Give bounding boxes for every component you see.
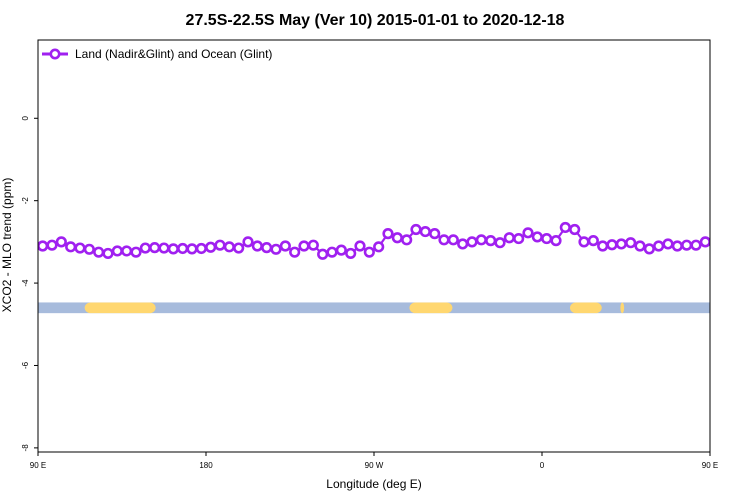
- data-point: [643, 243, 655, 255]
- x-axis-label: Longitude (deg E): [326, 477, 421, 491]
- data-point: [214, 239, 226, 251]
- data-point: [46, 239, 58, 251]
- ocean-strip: [38, 302, 710, 314]
- data-point: [438, 234, 450, 246]
- data-point: [597, 240, 609, 252]
- data-point: [354, 240, 366, 252]
- data-point: [373, 241, 385, 253]
- data-point: [167, 243, 179, 255]
- data-point: [634, 240, 646, 252]
- plot-content: [38, 221, 710, 314]
- data-point: [690, 239, 702, 251]
- land-segment-2: [570, 302, 602, 314]
- data-point: [363, 246, 375, 258]
- data-point: [223, 241, 235, 253]
- data-point: [550, 235, 562, 247]
- data-point: [447, 234, 459, 246]
- x-tick-label: 90 W: [365, 461, 384, 470]
- data-point: [401, 234, 413, 246]
- x-tick-label: 90 E: [702, 461, 718, 470]
- land-segment-1: [409, 302, 453, 314]
- data-point: [317, 248, 329, 260]
- data-point: [382, 228, 394, 240]
- data-point: [205, 241, 217, 253]
- data-point: [662, 238, 674, 250]
- data-point: [699, 236, 710, 248]
- data-point: [261, 242, 273, 254]
- data-point: [149, 242, 161, 254]
- data-point: [569, 223, 581, 236]
- data-point: [251, 240, 263, 252]
- data-point: [279, 240, 291, 252]
- data-point: [270, 243, 282, 255]
- data-point: [102, 247, 114, 260]
- data-point: [653, 240, 665, 252]
- land-segment-3: [620, 302, 625, 314]
- data-point: [466, 236, 478, 248]
- data-point: [121, 245, 133, 257]
- chart-title: 27.5S-22.5S May (Ver 10) 2015-01-01 to 2…: [186, 12, 565, 29]
- x-tick-label: 180: [199, 461, 213, 470]
- data-point: [307, 239, 319, 251]
- data-point: [587, 235, 599, 247]
- data-point: [289, 246, 301, 258]
- legend-marker-swatch: [49, 48, 61, 60]
- data-point: [419, 225, 431, 238]
- y-tick-label: -8: [21, 444, 30, 452]
- data-point: [335, 244, 347, 256]
- data-point: [513, 232, 525, 245]
- data-point: [541, 232, 553, 245]
- y-tick-label: -2: [21, 197, 30, 205]
- data-point: [410, 223, 422, 236]
- legend: Land (Nadir&Glint) and Ocean (Glint): [42, 47, 272, 61]
- x-tick-label: 0: [540, 461, 545, 470]
- data-point: [177, 242, 189, 255]
- data-point: [195, 242, 207, 255]
- data-point: [74, 242, 86, 254]
- data-point: [38, 240, 49, 252]
- data-point: [503, 232, 515, 244]
- data-point: [457, 238, 469, 250]
- data-point: [485, 235, 497, 247]
- data-point: [391, 232, 403, 244]
- legend-label: Land (Nadir&Glint) and Ocean (Glint): [75, 47, 272, 61]
- data-point: [615, 238, 627, 250]
- data-point: [55, 236, 67, 248]
- data-point: [111, 245, 123, 257]
- data-point: [681, 239, 693, 251]
- data-point: [326, 246, 338, 258]
- data-point: [531, 231, 543, 243]
- data-point: [233, 242, 245, 254]
- data-point: [65, 241, 77, 253]
- data-point: [139, 242, 151, 254]
- x-tick-label: 90 E: [30, 461, 46, 470]
- data-point: [494, 237, 506, 249]
- data-point: [158, 242, 170, 254]
- data-point: [130, 246, 142, 258]
- data-point: [298, 240, 310, 252]
- y-tick-label: -4: [21, 279, 30, 287]
- data-point: [93, 246, 105, 258]
- y-axis-label: XCO2 - MLO trend (ppm): [0, 178, 14, 313]
- data-point: [625, 237, 637, 249]
- data-point: [522, 227, 534, 239]
- plot-area: [38, 221, 710, 314]
- data-point: [186, 243, 198, 255]
- data-point: [606, 239, 618, 251]
- data-point: [345, 247, 357, 260]
- data-point: [559, 221, 571, 234]
- data-point: [475, 234, 487, 246]
- data-point: [83, 243, 95, 255]
- data-point: [429, 228, 441, 240]
- land-segment-0: [84, 302, 156, 314]
- y-tick-label: 0: [21, 116, 30, 121]
- data-point: [242, 236, 254, 248]
- y-tick-label: -6: [21, 361, 30, 369]
- data-point: [671, 240, 683, 252]
- axis-ticks: 90 E 180 90 W 0 90 E 0 -2 -4 -6 -8: [21, 116, 718, 470]
- data-point: [578, 236, 590, 248]
